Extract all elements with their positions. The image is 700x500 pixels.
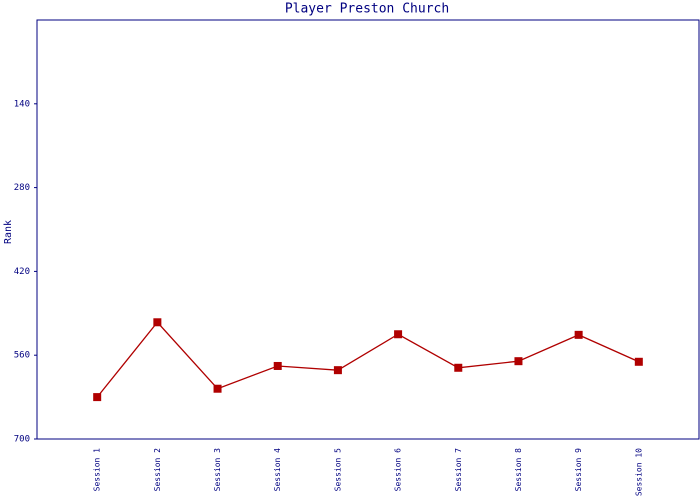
marker	[153, 318, 162, 327]
marker	[213, 384, 222, 393]
marker	[273, 361, 282, 370]
marker	[333, 366, 342, 375]
marker	[574, 330, 583, 339]
marker	[454, 363, 463, 372]
x-tick-label: Session 4	[273, 448, 282, 492]
y-tick-label: 280	[14, 183, 30, 193]
x-tick-label: Session 1	[93, 448, 102, 492]
marker	[394, 330, 403, 339]
y-tick-label: 420	[14, 267, 30, 277]
plot-frame	[36, 19, 700, 440]
x-tick-label: Session 9	[574, 448, 583, 492]
y-axis-label: Rank	[3, 220, 14, 244]
x-tick-label: Session 2	[153, 448, 162, 492]
line	[96, 321, 640, 398]
chart-title: Player Preston Church	[285, 2, 449, 17]
y-tick-label: 700	[14, 435, 30, 445]
x-tick-label: Session 6	[394, 448, 403, 492]
marker	[634, 357, 643, 366]
y-tick-label: 140	[14, 99, 30, 109]
marker	[514, 357, 523, 366]
y-tick-label: 560	[14, 351, 30, 361]
marker	[93, 393, 102, 402]
x-tick-label: Session 7	[454, 448, 463, 492]
x-tick-label: Session 8	[514, 448, 523, 492]
x-tick-label: Session 3	[213, 448, 222, 492]
x-tick-label: Session 10	[634, 448, 643, 496]
x-tick-label: Session 5	[333, 448, 342, 492]
